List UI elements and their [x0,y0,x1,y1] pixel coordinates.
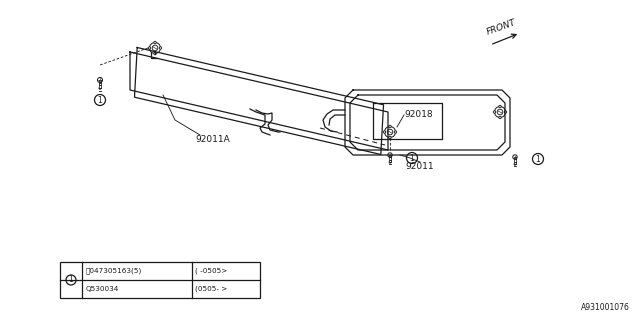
Circle shape [389,136,391,139]
Text: 1: 1 [68,276,74,284]
Bar [60,262,260,298]
Circle shape [97,77,102,83]
Circle shape [95,94,106,106]
Text: 1: 1 [98,95,102,105]
Circle shape [499,105,501,108]
Circle shape [513,155,517,159]
Circle shape [385,126,396,138]
Text: (0505- >: (0505- > [195,286,227,292]
Circle shape [148,47,150,49]
Text: 92018: 92018 [404,109,433,118]
Text: ( -0505>: ( -0505> [195,268,227,274]
Circle shape [389,125,391,128]
Text: 92011A: 92011A [195,135,230,144]
Text: Ⓡ047305163(5): Ⓡ047305163(5) [86,268,142,274]
Text: 1: 1 [410,154,414,163]
Circle shape [406,153,417,164]
Circle shape [394,131,397,133]
Circle shape [504,111,507,113]
Circle shape [154,52,156,55]
Circle shape [493,111,496,113]
Circle shape [495,107,506,117]
Circle shape [499,116,501,119]
Text: 1: 1 [536,155,540,164]
Circle shape [532,154,543,164]
Circle shape [388,153,392,157]
Text: FRONT: FRONT [485,18,517,37]
Circle shape [159,47,162,49]
Text: A931001076: A931001076 [581,303,630,312]
Circle shape [154,41,156,44]
Text: 92011: 92011 [406,162,435,171]
Circle shape [383,131,386,133]
Text: Q530034: Q530034 [86,286,120,292]
Circle shape [150,43,161,53]
Circle shape [66,275,76,285]
